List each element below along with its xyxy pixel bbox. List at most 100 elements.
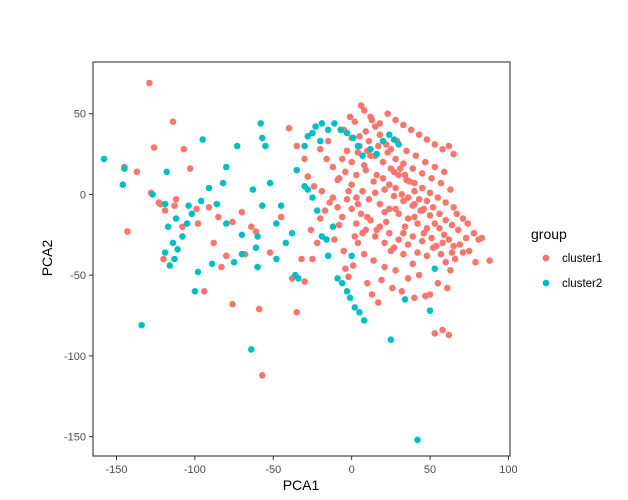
point-cluster2-24 [252,244,260,251]
y-tick-label: 0 [80,189,86,201]
point-cluster1-26 [301,278,308,285]
point-cluster1-30 [321,207,329,214]
point-cluster2-9 [161,249,169,256]
point-cluster1-219 [422,158,429,166]
point-cluster1-190 [313,239,321,247]
point-cluster1-14 [205,204,213,211]
point-cluster1-59 [486,257,493,264]
point-cluster1-166 [431,141,439,148]
point-cluster1-229 [418,170,426,177]
point-cluster1-88 [431,220,439,227]
point-cluster1-131 [428,234,435,242]
plot-panel-border [92,61,511,457]
point-cluster1-173 [367,152,374,159]
point-cluster2-76 [179,233,186,240]
point-cluster1-234 [354,200,362,208]
y-axis-title: PCA2 [39,240,55,277]
point-cluster1-52 [439,326,446,334]
point-cluster2-37 [323,236,330,243]
point-cluster1-206 [378,276,385,284]
point-cluster1-203 [351,233,359,240]
point-cluster1-222 [353,194,360,201]
legend-label-cluster2: cluster2 [562,278,602,290]
y-tick-label: -150 [64,432,86,444]
point-cluster2-6 [161,200,169,208]
point-cluster1-185 [442,216,450,224]
point-cluster1-95 [464,220,472,227]
point-cluster2-53 [337,126,345,134]
point-cluster1-137 [334,204,341,211]
point-cluster1-154 [414,249,421,256]
point-cluster1-245 [456,241,464,248]
point-cluster1-71 [346,113,354,121]
x-tick-label: 0 [349,464,355,476]
point-cluster1-212 [356,133,363,140]
point-cluster1-221 [440,168,448,176]
point-cluster1-156 [423,252,431,260]
point-cluster1-29 [317,215,324,222]
x-axis-title: PCA1 [283,477,320,493]
point-cluster2-69 [254,263,261,271]
point-cluster1-243 [439,239,446,247]
point-cluster2-22 [249,186,257,193]
point-cluster1-37 [354,239,362,247]
point-cluster1-242 [429,244,437,251]
point-cluster1-64 [310,183,318,190]
point-cluster1-106 [403,176,410,184]
point-cluster1-167 [439,145,446,153]
point-cluster1-17 [229,218,236,226]
point-cluster1-72 [351,118,359,125]
point-cluster1-77 [376,131,384,138]
y-tick-label: -100 [64,351,86,363]
point-cluster2-23 [254,233,261,240]
point-cluster2-49 [312,123,319,130]
point-cluster1-202 [342,265,349,273]
point-cluster1-165 [423,136,431,143]
point-cluster1-27 [298,255,305,263]
point-cluster2-33 [304,186,312,193]
point-cluster1-223 [362,166,370,174]
point-cluster1-158 [368,116,376,124]
point-cluster2-65 [293,166,301,174]
point-cluster1-193 [277,213,285,221]
point-cluster1-246 [462,234,470,242]
point-cluster2-15 [197,197,205,205]
point-cluster1-50 [426,291,434,298]
point-cluster1-153 [409,233,417,240]
point-cluster1-236 [373,226,381,234]
point-cluster1-124 [395,210,403,218]
point-cluster2-71 [230,258,238,266]
point-cluster1-18 [238,208,246,216]
point-cluster2-35 [313,207,321,214]
point-cluster1-163 [407,126,415,134]
point-cluster1-225 [381,208,388,216]
point-cluster2-48 [309,129,316,137]
point-cluster1-89 [436,225,443,232]
point-cluster1-161 [392,116,399,124]
point-cluster1-239 [401,223,409,230]
point-cluster1-8 [171,202,178,209]
point-cluster2-47 [304,133,312,140]
point-cluster2-46 [360,317,368,324]
point-cluster1-210 [434,279,442,287]
point-cluster2-29 [273,255,280,263]
point-cluster1-113 [335,175,343,182]
point-cluster1-63 [304,173,312,180]
point-cluster2-44 [351,304,359,311]
point-cluster1-184 [436,210,443,218]
point-cluster1-179 [404,194,412,201]
point-cluster2-60 [379,137,387,145]
point-cluster2-20 [233,142,241,150]
point-cluster2-14 [208,260,216,268]
point-cluster1-196 [223,252,230,260]
point-cluster2-89 [348,252,356,260]
point-cluster1-103 [379,158,387,166]
point-cluster1-151 [400,229,407,237]
point-cluster1-226 [390,168,398,176]
point-cluster2-66 [301,142,308,150]
point-cluster1-25 [293,309,301,316]
point-cluster2-67 [266,179,274,187]
point-cluster1-176 [386,181,393,188]
point-cluster2-17 [199,136,206,143]
